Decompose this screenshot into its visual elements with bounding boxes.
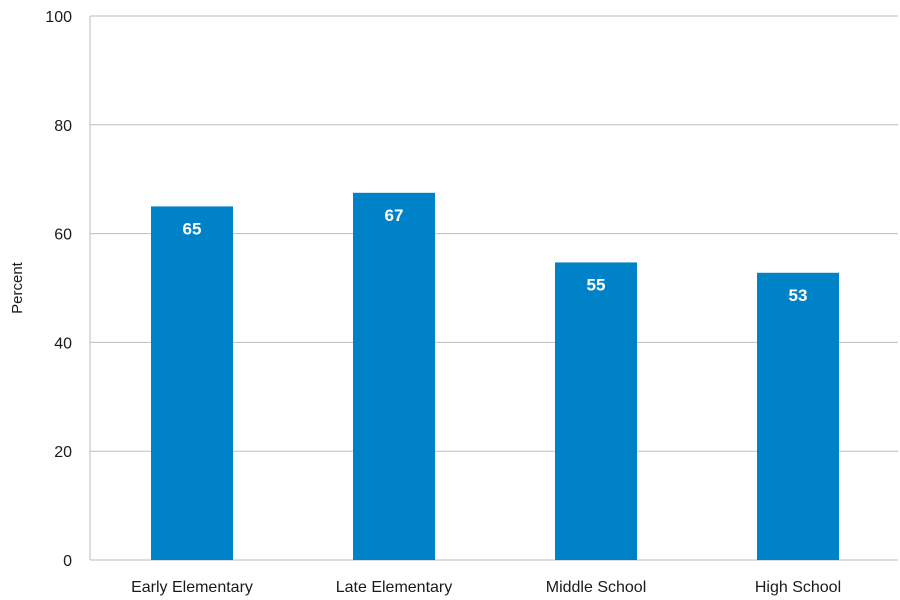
bar-value-label: 53 xyxy=(789,286,808,305)
bar-value-label: 65 xyxy=(183,219,202,238)
bars xyxy=(151,192,839,561)
data-labels: 65 67 55 53 xyxy=(183,206,808,305)
y-axis-ticks: 0 20 40 60 80 100 xyxy=(45,9,72,570)
x-category-label: High School xyxy=(755,579,841,596)
y-tick-label: 20 xyxy=(54,444,72,461)
x-category-label: Late Elementary xyxy=(336,579,453,596)
bar-high-school xyxy=(757,272,839,560)
y-tick-label: 60 xyxy=(54,227,72,244)
y-tick-label: 0 xyxy=(63,553,72,570)
bar-value-label: 67 xyxy=(385,206,404,225)
bar-middle-school xyxy=(555,262,637,560)
bar-value-label: 55 xyxy=(587,275,606,294)
y-axis-title: Percent xyxy=(9,261,26,314)
y-tick-label: 80 xyxy=(54,118,72,135)
y-tick-label: 40 xyxy=(54,335,72,352)
bar-early-elementary xyxy=(151,206,233,560)
x-category-label: Early Elementary xyxy=(131,579,253,596)
y-tick-label: 100 xyxy=(45,9,72,26)
x-axis-categories: Early Elementary Late Elementary Middle Sc… xyxy=(131,579,841,596)
bar-late-elementary xyxy=(353,192,435,561)
x-category-label: Middle School xyxy=(546,579,647,596)
